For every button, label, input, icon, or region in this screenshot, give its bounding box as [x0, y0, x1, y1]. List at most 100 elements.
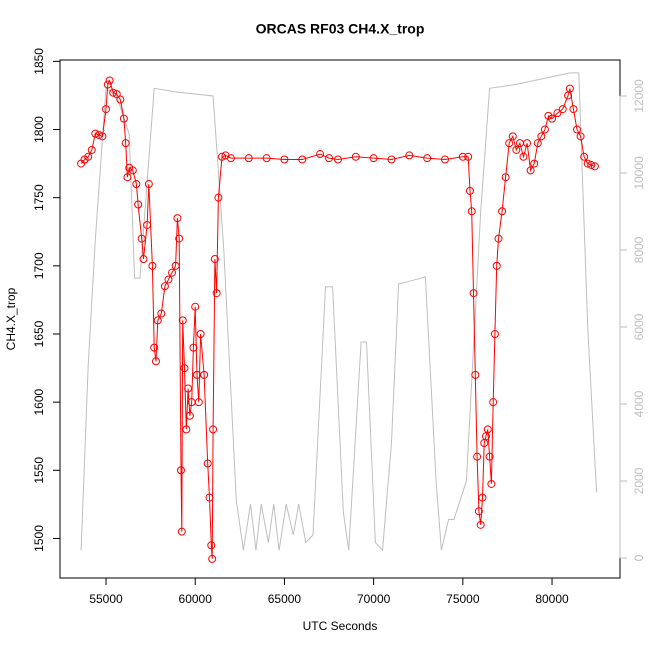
data-point	[139, 255, 148, 264]
data-point	[467, 207, 476, 216]
data-point	[217, 152, 226, 161]
data-point	[351, 152, 360, 161]
data-point	[109, 88, 118, 97]
data-point	[576, 132, 585, 141]
data-point	[208, 554, 217, 563]
data-point	[157, 309, 166, 318]
data-point	[508, 132, 517, 141]
x-tick-label: 75000	[446, 592, 480, 606]
data-point	[325, 154, 334, 163]
data-point	[121, 139, 130, 148]
data-point	[458, 152, 467, 161]
data-point	[196, 329, 205, 338]
data-point	[191, 302, 200, 311]
data-point	[590, 162, 599, 171]
y2-tick-label: 10000	[632, 156, 646, 190]
data-point	[369, 154, 378, 163]
data-point	[478, 493, 487, 502]
data-point	[244, 154, 253, 163]
data-point	[105, 76, 114, 85]
data-point	[134, 200, 143, 209]
data-point	[533, 139, 542, 148]
y-tick-label: 1600	[32, 388, 46, 415]
data-point	[112, 90, 121, 99]
data-point	[205, 493, 214, 502]
data-point	[203, 459, 212, 468]
chart-title: ORCAS RF03 CH4.X_trop	[256, 21, 425, 37]
data-point	[523, 139, 532, 148]
data-point	[537, 132, 546, 141]
data-point	[180, 364, 189, 373]
y-tick-label: 1500	[32, 525, 46, 552]
data-point	[189, 343, 198, 352]
data-point	[501, 173, 510, 182]
data-point	[84, 152, 93, 161]
x-tick-label: 65000	[268, 592, 302, 606]
data-point	[210, 255, 219, 264]
y2-tick-label: 6000	[632, 313, 646, 340]
data-point	[87, 145, 96, 154]
y-tick-label: 1550	[32, 457, 46, 484]
data-point	[143, 220, 152, 229]
y-tick-label: 1750	[32, 184, 46, 211]
data-point	[103, 80, 112, 89]
data-point	[483, 425, 492, 434]
data-point	[182, 425, 191, 434]
data-point	[487, 479, 496, 488]
data-point	[116, 95, 125, 104]
data-point	[316, 150, 325, 159]
y2-tick-label: 4000	[632, 390, 646, 417]
y2-tick-label: 2000	[632, 467, 646, 494]
data-point	[440, 155, 449, 164]
data-point	[214, 193, 223, 202]
y-tick-label: 1700	[32, 252, 46, 279]
x-tick-label: 55000	[89, 592, 123, 606]
data-point	[405, 151, 414, 160]
data-point	[91, 129, 100, 138]
data-point	[209, 425, 218, 434]
series-line	[80, 72, 598, 552]
data-point	[176, 466, 185, 475]
data-point	[512, 145, 521, 154]
data-point	[476, 520, 485, 529]
data-point	[474, 507, 483, 516]
plot-box	[59, 59, 621, 579]
data-point	[298, 155, 307, 164]
data-point	[194, 398, 203, 407]
data-point	[519, 152, 528, 161]
data-point	[548, 114, 557, 123]
y-tick-label: 1800	[32, 116, 46, 143]
data-point	[212, 289, 221, 298]
x-axis-label: UTC Seconds	[303, 619, 378, 633]
y-tick-label: 1850	[32, 48, 46, 75]
data-point	[164, 275, 173, 284]
data-point	[485, 452, 494, 461]
y-axis-label: CH4.X_trop	[4, 287, 18, 350]
data-point	[144, 180, 153, 189]
data-point	[333, 155, 342, 164]
data-point	[423, 154, 432, 163]
data-point	[171, 261, 180, 270]
data-point	[102, 105, 111, 114]
data-point	[132, 180, 141, 189]
series-line	[80, 78, 595, 559]
data-point	[98, 132, 107, 141]
data-point	[573, 125, 582, 134]
y-tick-label: 1650	[32, 320, 46, 347]
data-point	[173, 214, 182, 223]
data-point	[262, 154, 271, 163]
y2-tick-label: 8000	[632, 236, 646, 263]
x-tick-label: 60000	[179, 592, 213, 606]
data-point	[526, 166, 535, 175]
data-point	[175, 234, 184, 243]
data-point	[583, 159, 592, 168]
data-point	[280, 155, 289, 164]
data-point	[119, 114, 128, 123]
data-point	[207, 541, 216, 550]
data-point	[185, 411, 194, 420]
data-point	[469, 289, 478, 298]
data-point	[540, 125, 549, 134]
data-point	[184, 384, 193, 393]
data-point	[200, 370, 209, 379]
